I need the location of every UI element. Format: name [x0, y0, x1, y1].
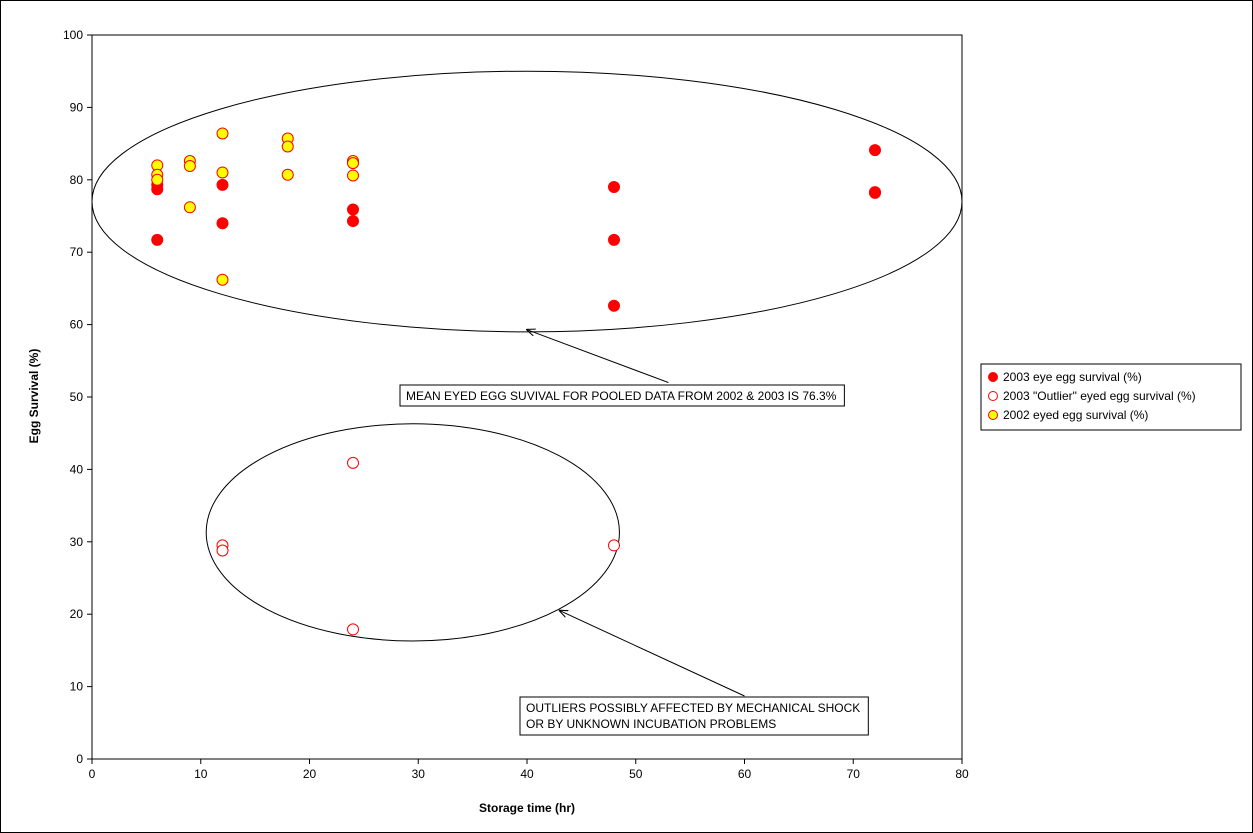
data-point-series-1: [347, 456, 359, 469]
data-point-series-0: [216, 178, 229, 191]
x-axis-title: Storage time (hr): [479, 801, 575, 815]
data-point-series-0: [151, 233, 164, 246]
x-tick-label: 40: [520, 767, 534, 781]
annotation-arrow-mean: [527, 330, 669, 383]
data-point-series-0: [216, 217, 229, 230]
y-tick-label: 50: [70, 390, 84, 404]
x-tick-label: 70: [847, 767, 861, 781]
x-tick-label: 50: [629, 767, 643, 781]
data-point-series-2: [216, 166, 229, 179]
data-point-series-2: [183, 201, 196, 214]
data-point-series-1: [608, 539, 620, 552]
data-point-series-2: [347, 157, 359, 170]
x-tick-label: 10: [194, 767, 208, 781]
data-point-series-2: [347, 169, 359, 182]
y-tick-label: 60: [70, 318, 84, 332]
x-tick-label: 60: [738, 767, 752, 781]
annotation-text-outliers: OUTLIERS POSSIBLY AFFECTED BY MECHANICAL…: [526, 701, 860, 715]
data-point-series-2: [281, 168, 294, 181]
data-point-series-2: [183, 160, 196, 173]
y-tick-label: 40: [70, 462, 84, 476]
data-point-series-2: [151, 173, 164, 186]
data-point-series-2: [281, 140, 294, 153]
data-point-series-0: [869, 186, 881, 199]
x-tick-label: 20: [303, 767, 317, 781]
legend-label-series-0: 2003 eye egg survival (%): [1003, 370, 1142, 384]
data-point-series-1: [347, 623, 359, 636]
y-axis-title: Egg Survival (%): [27, 349, 41, 444]
data-point-series-2: [216, 273, 229, 286]
y-tick-label: 100: [63, 28, 83, 42]
x-tick-label: 30: [412, 767, 426, 781]
y-tick-label: 80: [70, 173, 84, 187]
legend-label-series-1: 2003 "Outlier" eyed egg survival (%): [1003, 389, 1196, 403]
y-tick-label: 10: [70, 680, 84, 694]
legend-marker-series-1: [988, 391, 998, 401]
x-tick-label: 80: [955, 767, 969, 781]
y-tick-label: 70: [70, 245, 84, 259]
annotation-text-outliers: OR BY UNKNOWN INCUBATION PROBLEMS: [526, 717, 776, 731]
legend-marker-series-0: [988, 372, 998, 382]
data-point-series-0: [869, 144, 881, 157]
data-point-series-1: [216, 544, 229, 557]
y-tick-label: 0: [76, 752, 83, 766]
legend-label-series-2: 2002 eyed egg survival (%): [1003, 408, 1148, 422]
annotation-arrow-outliers: [560, 611, 745, 697]
legend-box: [980, 363, 1242, 431]
data-point-series-0: [608, 181, 620, 194]
annotation-text-mean: MEAN EYED EGG SUVIVAL FOR POOLED DATA FR…: [406, 389, 837, 403]
data-point-series-2: [216, 127, 229, 140]
y-tick-label: 90: [70, 100, 84, 114]
data-point-series-0: [608, 299, 620, 312]
legend: 2003 eye egg survival (%) 2003 "Outlier" …: [980, 363, 1242, 431]
annotation-box-mean: MEAN EYED EGG SUVIVAL FOR POOLED DATA FR…: [399, 384, 845, 407]
data-point-series-0: [608, 233, 620, 246]
annotation-box-outliers: OUTLIERS POSSIBLY AFFECTED BY MECHANICAL…: [519, 696, 869, 736]
legend-marker-series-2: [988, 410, 998, 420]
y-tick-label: 30: [70, 535, 84, 549]
y-tick-label: 20: [70, 607, 84, 621]
data-point-series-0: [347, 215, 359, 228]
data-point-series-0: [347, 203, 359, 216]
annotation-ellipse-outliers: [205, 423, 620, 642]
x-tick-label: 0: [89, 767, 96, 781]
